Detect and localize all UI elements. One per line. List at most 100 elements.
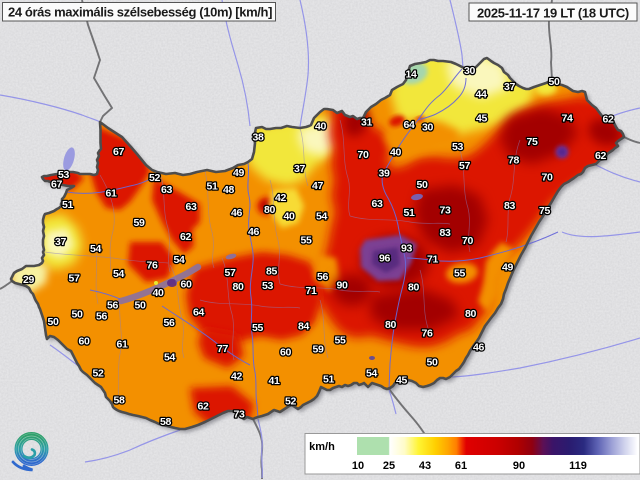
- svg-text:46: 46: [473, 342, 485, 354]
- svg-text:52: 52: [285, 396, 297, 408]
- svg-text:49: 49: [233, 167, 245, 179]
- svg-text:40: 40: [390, 147, 402, 159]
- svg-text:45: 45: [476, 113, 488, 125]
- svg-text:85: 85: [266, 266, 278, 278]
- svg-text:50: 50: [426, 357, 438, 369]
- svg-text:60: 60: [180, 279, 192, 291]
- svg-text:63: 63: [371, 198, 383, 210]
- svg-text:75: 75: [526, 136, 538, 148]
- svg-text:61: 61: [455, 460, 467, 472]
- svg-text:55: 55: [300, 235, 312, 247]
- svg-text:50: 50: [134, 300, 146, 312]
- svg-text:70: 70: [462, 235, 474, 247]
- svg-text:59: 59: [133, 217, 145, 229]
- svg-text:43: 43: [419, 460, 431, 472]
- svg-text:62: 62: [595, 150, 607, 162]
- svg-text:54: 54: [366, 368, 378, 380]
- svg-text:55: 55: [252, 322, 264, 334]
- svg-text:67: 67: [113, 146, 125, 158]
- svg-text:76: 76: [146, 260, 158, 272]
- svg-text:37: 37: [504, 81, 516, 93]
- svg-text:56: 56: [163, 317, 175, 329]
- svg-text:70: 70: [541, 172, 553, 184]
- svg-text:71: 71: [427, 254, 439, 266]
- svg-text:96: 96: [379, 253, 391, 265]
- svg-text:54: 54: [173, 254, 185, 266]
- svg-text:59: 59: [312, 344, 324, 356]
- svg-text:80: 80: [385, 319, 397, 331]
- svg-text:57: 57: [459, 160, 471, 172]
- svg-text:62: 62: [180, 231, 192, 243]
- svg-text:46: 46: [231, 207, 243, 219]
- svg-text:61: 61: [116, 339, 128, 351]
- svg-text:80: 80: [232, 281, 244, 293]
- svg-text:40: 40: [283, 211, 295, 223]
- svg-text:54: 54: [90, 243, 102, 255]
- svg-text:47: 47: [312, 180, 324, 192]
- svg-text:64: 64: [193, 307, 205, 319]
- svg-text:90: 90: [336, 280, 348, 292]
- svg-text:63: 63: [161, 184, 173, 196]
- svg-text:50: 50: [47, 316, 59, 328]
- svg-text:54: 54: [316, 211, 328, 223]
- svg-text:50: 50: [416, 179, 428, 191]
- svg-text:73: 73: [233, 409, 245, 421]
- svg-text:56: 56: [96, 311, 108, 323]
- svg-text:55: 55: [454, 268, 466, 280]
- svg-text:80: 80: [465, 308, 477, 320]
- svg-text:73: 73: [439, 205, 451, 217]
- svg-text:38: 38: [252, 132, 264, 144]
- svg-text:60: 60: [78, 336, 90, 348]
- svg-text:10: 10: [352, 460, 364, 472]
- svg-text:40: 40: [152, 287, 164, 299]
- svg-text:76: 76: [421, 328, 433, 340]
- svg-text:48: 48: [223, 184, 235, 196]
- svg-text:53: 53: [262, 280, 274, 292]
- svg-text:51: 51: [62, 199, 74, 211]
- svg-text:83: 83: [504, 200, 516, 212]
- svg-text:57: 57: [68, 273, 80, 285]
- svg-text:52: 52: [149, 172, 161, 184]
- svg-text:80: 80: [264, 204, 276, 216]
- svg-text:57: 57: [224, 267, 236, 279]
- svg-text:51: 51: [403, 207, 415, 219]
- svg-text:24 órás maximális szélsebesség: 24 órás maximális szélsebesség (10m) [km…: [8, 5, 272, 20]
- svg-text:74: 74: [561, 113, 573, 125]
- svg-text:31: 31: [361, 117, 373, 129]
- svg-text:84: 84: [298, 321, 310, 333]
- svg-text:77: 77: [217, 343, 229, 355]
- svg-text:37: 37: [294, 163, 306, 175]
- svg-text:70: 70: [357, 149, 369, 161]
- svg-text:54: 54: [164, 352, 176, 364]
- svg-text:90: 90: [513, 460, 525, 472]
- svg-text:51: 51: [206, 181, 218, 193]
- svg-text:37: 37: [55, 236, 67, 248]
- svg-text:58: 58: [160, 416, 172, 428]
- svg-text:44: 44: [475, 89, 487, 101]
- svg-text:49: 49: [502, 262, 514, 274]
- svg-text:67: 67: [51, 179, 63, 191]
- svg-text:51: 51: [323, 374, 335, 386]
- svg-text:61: 61: [105, 188, 117, 200]
- svg-text:119: 119: [569, 460, 587, 472]
- svg-text:42: 42: [231, 371, 243, 383]
- svg-text:53: 53: [58, 169, 70, 181]
- svg-text:93: 93: [401, 243, 413, 255]
- svg-text:56: 56: [317, 271, 329, 283]
- svg-text:78: 78: [508, 155, 520, 167]
- svg-text:60: 60: [280, 347, 292, 359]
- svg-text:25: 25: [383, 460, 395, 472]
- svg-text:42: 42: [275, 192, 287, 204]
- svg-text:52: 52: [92, 368, 104, 380]
- svg-text:km/h: km/h: [309, 441, 335, 453]
- svg-text:2025-11-17 19 LT (18 UTC): 2025-11-17 19 LT (18 UTC): [477, 6, 629, 21]
- svg-text:80: 80: [408, 282, 420, 294]
- svg-text:83: 83: [439, 227, 451, 239]
- svg-text:58: 58: [113, 395, 125, 407]
- svg-text:46: 46: [248, 226, 260, 238]
- svg-text:45: 45: [396, 375, 408, 387]
- svg-text:14: 14: [405, 69, 417, 81]
- svg-text:39: 39: [378, 168, 390, 180]
- svg-text:30: 30: [464, 65, 476, 77]
- svg-text:29: 29: [23, 274, 35, 286]
